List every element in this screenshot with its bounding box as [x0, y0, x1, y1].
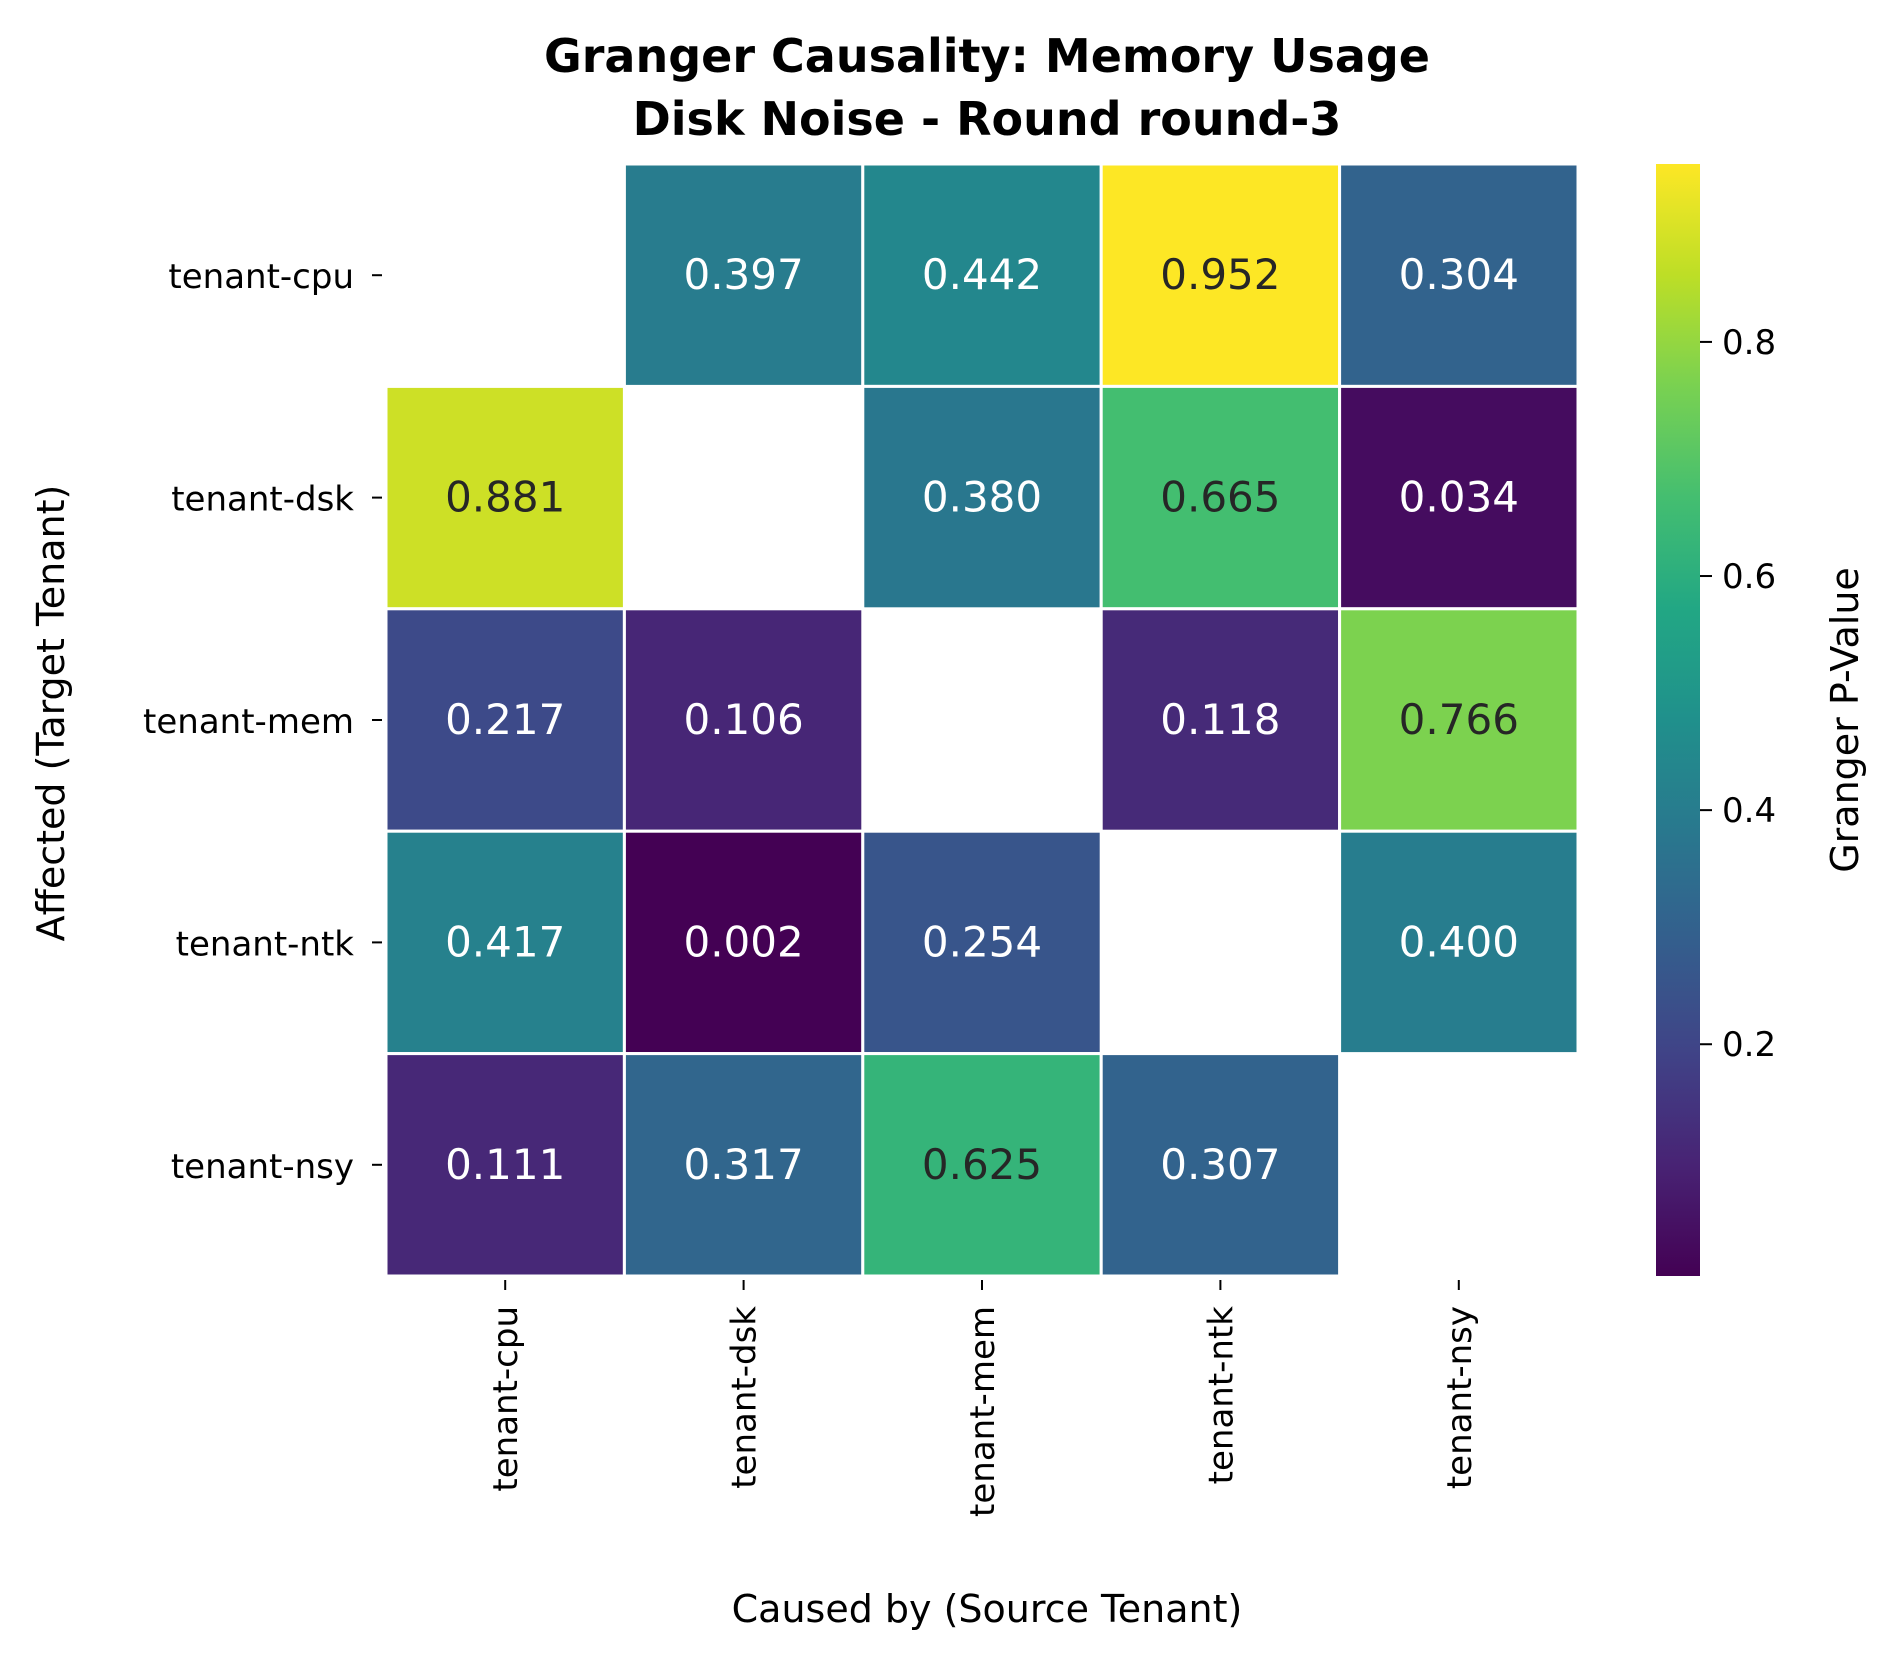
heatmap-cell	[861, 384, 1103, 611]
colorbar	[1656, 164, 1700, 1276]
x-tick-label: tenant-ntk	[1201, 1306, 1241, 1485]
cell-value-label: 0.625	[922, 1140, 1042, 1189]
heatmap-cell	[384, 384, 626, 611]
x-tick-label: tenant-cpu	[486, 1306, 526, 1492]
cell-value-label: 0.417	[445, 917, 565, 966]
x-tick-label: tenant-nsy	[1440, 1306, 1480, 1489]
heatmap-cell	[861, 1052, 1103, 1278]
heatmap-cell	[622, 829, 865, 1056]
cell-value-label: 0.254	[922, 917, 1042, 966]
heatmap-cell	[1099, 162, 1342, 388]
chart-title-line2: Disk Noise - Round round-3	[633, 92, 1342, 146]
colorbar-tick-label: 0.2	[1722, 1025, 1776, 1065]
cell-value-label: 0.881	[445, 473, 565, 522]
heatmap-cell	[1099, 1052, 1342, 1278]
cell-value-label: 0.952	[1160, 250, 1280, 299]
cell-value-label: 0.665	[1160, 473, 1280, 522]
heatmap-cell	[622, 162, 865, 388]
y-tick-label: tenant-ntk	[176, 924, 355, 964]
cell-value-label: 0.442	[922, 250, 1042, 299]
heatmap-cell	[1338, 607, 1580, 833]
heatmap-cells: 0.397 0.442 0.952 0.304 0.881 0.380 0.665 0.034…	[384, 162, 1580, 1278]
cell-value-label: 0.400	[1399, 917, 1519, 966]
heatmap-cell	[622, 1052, 865, 1278]
cell-value-label: 0.397	[683, 250, 803, 299]
x-tick-label: tenant-dsk	[725, 1306, 765, 1489]
heatmap-cell	[622, 607, 865, 833]
cell-value-label: 0.034	[1399, 473, 1519, 522]
heatmap-cell	[384, 829, 626, 1056]
cell-value-label: 0.217	[445, 695, 565, 744]
colorbar-tick-label: 0.6	[1722, 557, 1776, 597]
chart-title-line1: Granger Causality: Memory Usage	[544, 29, 1430, 83]
heatmap-cell	[861, 829, 1103, 1056]
cell-value-label: 0.380	[922, 473, 1042, 522]
y-tick-label: tenant-dsk	[171, 480, 354, 520]
x-tick-label: tenant-mem	[963, 1306, 1003, 1517]
y-tick-label: tenant-cpu	[168, 257, 354, 297]
heatmap-cell	[1338, 829, 1580, 1056]
heatmap-cell	[384, 1052, 626, 1278]
cell-value-label: 0.118	[1160, 695, 1280, 744]
cell-value-label: 0.106	[683, 695, 803, 744]
heatmap-cell	[861, 162, 1103, 388]
colorbar-tick-label: 0.8	[1722, 323, 1776, 363]
cell-value-label: 0.304	[1399, 250, 1519, 299]
x-axis-ticks: tenant-cpu tenant-dsk tenant-mem tenant-ntk…	[486, 1280, 1480, 1517]
colorbar-tick-label: 0.4	[1722, 791, 1776, 831]
cell-value-label: 0.307	[1160, 1140, 1280, 1189]
cell-value-label: 0.111	[445, 1140, 565, 1189]
cell-value-label: 0.317	[683, 1140, 803, 1189]
x-axis-label: Caused by (Source Tenant)	[732, 1587, 1243, 1631]
heatmap-cell	[1338, 384, 1580, 611]
colorbar-ticks: 0.2 0.4 0.6 0.8	[1700, 323, 1776, 1065]
y-axis-label: Affected (Target Tenant)	[29, 485, 73, 942]
colorbar-label: Granger P-Value	[1823, 567, 1867, 873]
cell-value-label: 0.766	[1399, 695, 1519, 744]
y-tick-label: tenant-nsy	[171, 1147, 354, 1187]
cell-value-label: 0.002	[683, 917, 803, 966]
heatmap-cell	[1338, 162, 1580, 388]
y-tick-label: tenant-mem	[143, 702, 354, 742]
y-axis-ticks: tenant-cpu tenant-dsk tenant-mem tenant-ntk…	[143, 257, 382, 1187]
